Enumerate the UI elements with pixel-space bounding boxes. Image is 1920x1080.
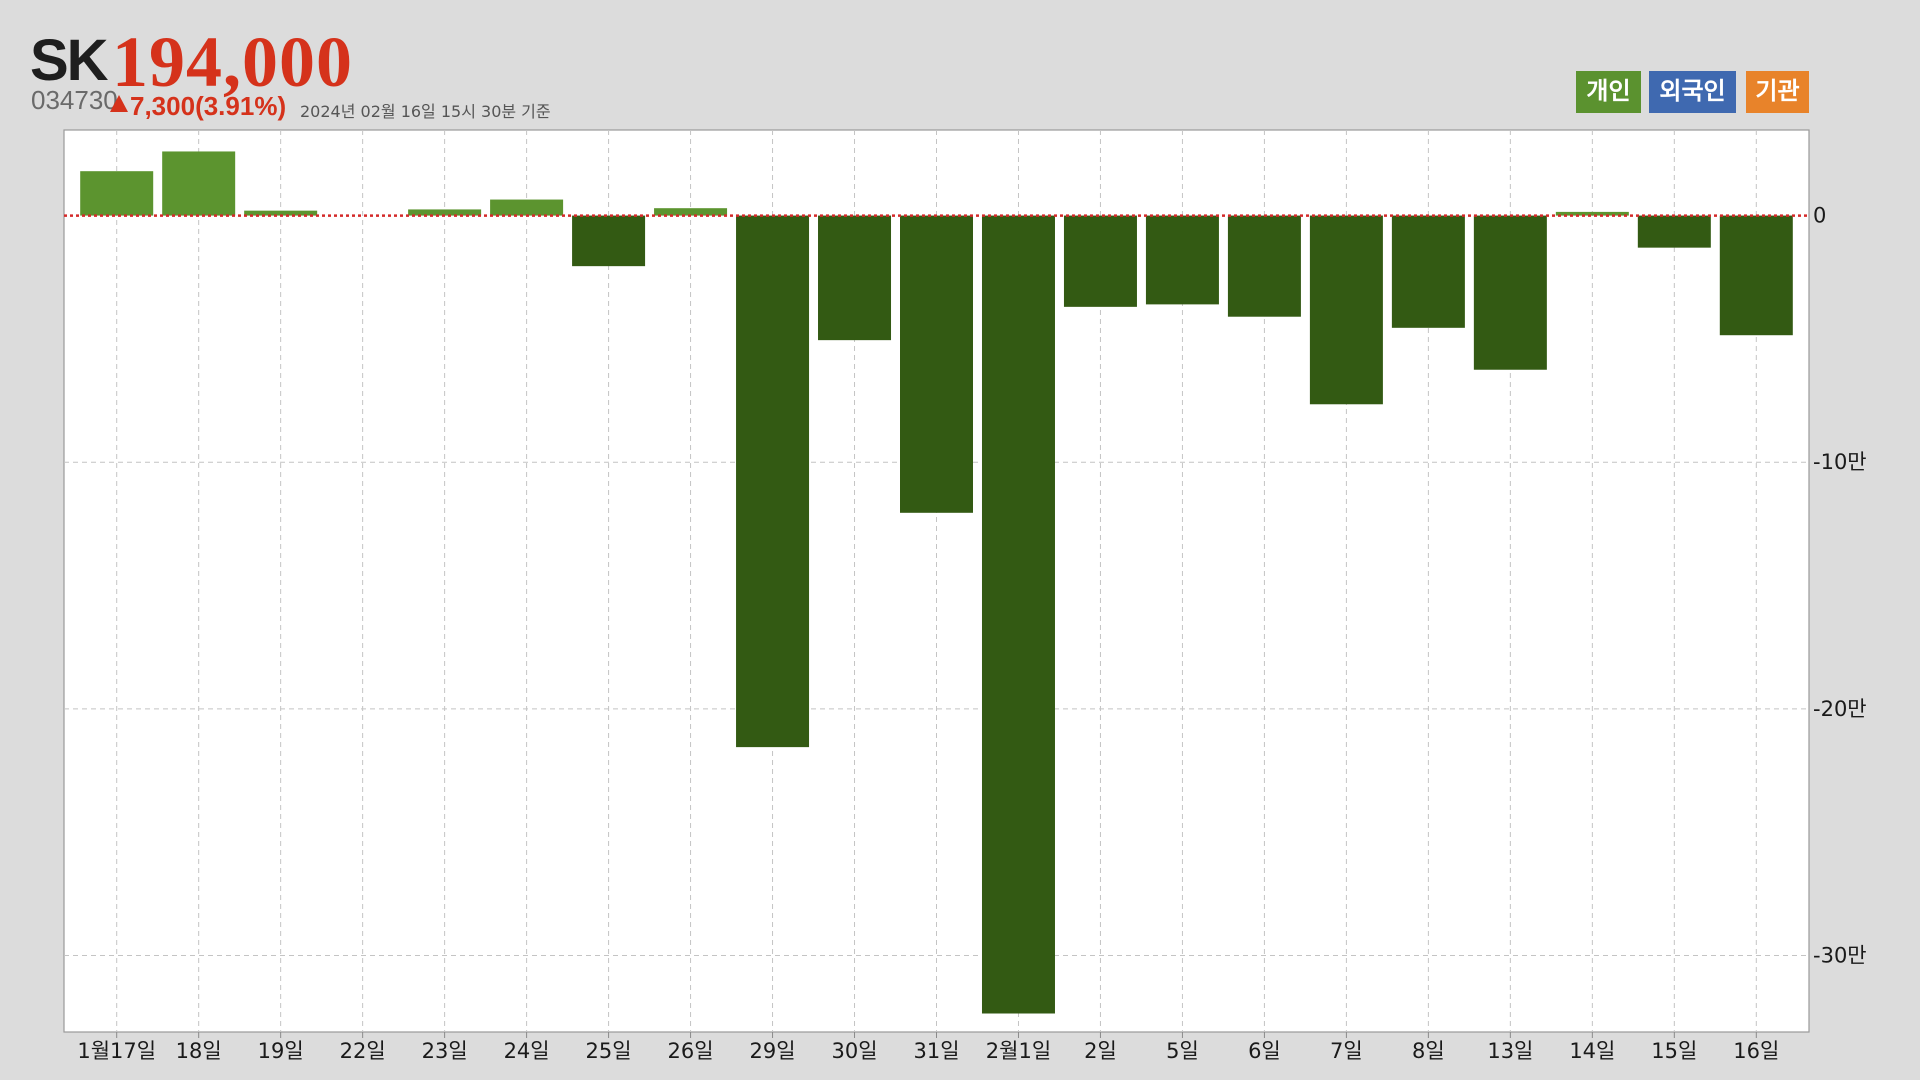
bar [1145,215,1219,305]
bar [654,208,728,216]
bar [244,210,318,216]
y-tick-label: 0 [1813,204,1826,228]
bar [1719,215,1793,336]
bar [490,199,564,216]
x-tick-label: 19일 [258,1039,304,1063]
y-tick-label: -30만 [1813,944,1867,968]
x-tick-label: 31일 [913,1039,959,1063]
x-tick-label: 25일 [586,1039,632,1063]
bar [818,215,892,341]
bar [900,215,973,513]
x-tick-label: 18일 [176,1039,222,1063]
x-tick-label: 24일 [504,1039,550,1063]
x-tick-label: 2월1일 [986,1039,1051,1063]
bar [162,151,236,216]
x-tick-label: 23일 [422,1039,468,1063]
bar [1555,211,1629,216]
bar [1473,215,1547,370]
y-tick-label: -10만 [1813,450,1867,474]
x-tick-label: 7일 [1330,1039,1363,1063]
bar [1227,215,1301,317]
bar [572,215,646,267]
y-tick-label: -20만 [1813,697,1867,721]
bar [1309,215,1383,405]
bar [981,215,1055,1014]
bar [408,209,482,216]
x-tick-label: 14일 [1569,1039,1615,1063]
x-tick-label: 6일 [1248,1039,1281,1063]
stock-code: 034730 [31,85,118,115]
bar [736,215,810,748]
legend-toggle-individual[interactable]: 개인 [1576,71,1641,113]
x-tick-label: 8일 [1412,1039,1445,1063]
x-tick-label: 15일 [1651,1039,1697,1063]
price-change: 7,300(3.91%) [130,91,287,121]
bar [1391,215,1465,328]
x-tick-label: 5일 [1166,1039,1199,1063]
stock-name: SK [30,28,109,93]
x-tick-label: 16일 [1733,1039,1779,1063]
bar [80,171,154,216]
x-tick-label: 29일 [750,1039,796,1063]
legend-toggle-institution[interactable]: 기관 [1746,71,1809,113]
x-tick-label: 2일 [1084,1039,1117,1063]
up-triangle-icon [110,95,128,112]
x-tick-label: 26일 [668,1039,714,1063]
legend-toggle-foreign[interactable]: 외국인 [1649,71,1736,113]
bar [1063,215,1137,307]
timestamp: 2024년 02월 16일 15시 30분 기준 [300,102,551,121]
x-tick-label: 22일 [340,1039,386,1063]
x-tick-label: 1월17일 [77,1039,156,1063]
x-tick-label: 13일 [1487,1039,1533,1063]
x-tick-label: 30일 [831,1039,877,1063]
stock-price: 194,000 [112,22,353,102]
bar [1637,215,1711,248]
